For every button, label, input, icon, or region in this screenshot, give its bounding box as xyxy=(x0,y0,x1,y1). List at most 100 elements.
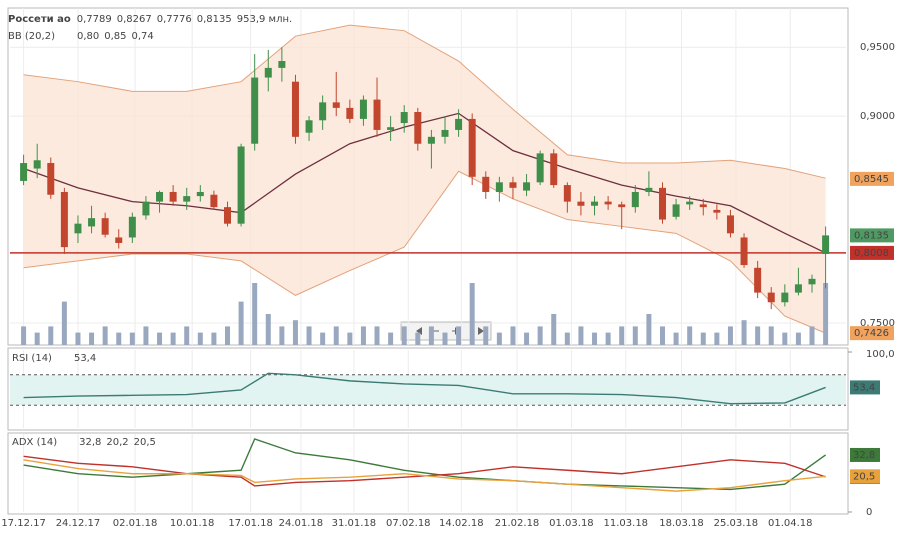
candle-body xyxy=(264,67,272,78)
candle-body xyxy=(74,223,82,234)
volume-bar xyxy=(224,326,230,345)
candle-body xyxy=(713,209,721,213)
volume-bar xyxy=(279,326,285,345)
volume-bar xyxy=(333,326,339,345)
candle-body xyxy=(740,237,748,266)
candle-body xyxy=(142,201,150,216)
candle-body xyxy=(359,99,367,119)
candle-body xyxy=(686,201,694,205)
header-text: 0,8267 xyxy=(117,14,152,25)
volume-bar xyxy=(252,283,258,345)
value-marker xyxy=(850,469,880,484)
volume-bar xyxy=(442,332,448,345)
y-tick-label: 0,9500 xyxy=(860,42,895,53)
volume-bar xyxy=(129,332,135,345)
candle-body xyxy=(441,129,449,137)
candle-body xyxy=(115,237,123,243)
candle-body xyxy=(427,136,435,144)
candle-body xyxy=(278,61,286,68)
header-text: 0,80 xyxy=(77,31,99,42)
volume-bar xyxy=(687,326,693,345)
candle-body xyxy=(468,118,476,177)
volume-bar xyxy=(265,314,271,345)
value-marker-label: 53,4 xyxy=(853,382,875,393)
volume-bar xyxy=(388,332,394,345)
candle-body xyxy=(196,191,204,197)
candle-body xyxy=(604,201,612,205)
candle-body xyxy=(20,163,28,181)
header-text: RSI (14) xyxy=(12,353,52,364)
volume-bar xyxy=(21,326,27,345)
volume-bar xyxy=(646,314,652,345)
candle-body xyxy=(808,278,816,285)
volume-bar xyxy=(795,332,801,345)
nav-left[interactable] xyxy=(416,327,422,335)
nav-right[interactable] xyxy=(478,327,484,335)
header-text: 953,9 млн. xyxy=(237,14,292,25)
x-tick-label: 18.03.18 xyxy=(659,518,704,529)
volume-bar xyxy=(551,314,557,345)
volume-bar xyxy=(659,326,665,345)
candle-body xyxy=(822,235,830,255)
volume-bar xyxy=(238,301,244,345)
rsi-panel xyxy=(7,347,849,431)
header-text: 32,8 xyxy=(79,437,101,448)
candle-body xyxy=(332,102,340,108)
value-marker xyxy=(850,380,880,395)
volume-bar xyxy=(564,332,570,345)
band xyxy=(10,374,846,406)
volume-bar xyxy=(727,326,733,345)
price-marker xyxy=(850,228,894,243)
candle-body xyxy=(563,185,571,202)
candle-body xyxy=(658,187,666,220)
candle-body xyxy=(631,191,639,208)
volume-bar xyxy=(700,332,706,345)
volume-bar xyxy=(428,326,434,345)
header-text: 20,5 xyxy=(134,437,156,448)
candle-body xyxy=(169,191,177,202)
volume-bar xyxy=(102,326,108,345)
candle-body xyxy=(754,267,762,293)
candle-body xyxy=(400,112,408,124)
candle-body xyxy=(550,153,558,186)
candle-body xyxy=(726,215,734,234)
value-marker-label: 20,5 xyxy=(853,471,875,482)
volume-bar xyxy=(184,326,190,345)
price-marker xyxy=(850,326,894,341)
volume-bar xyxy=(374,326,380,345)
volume-bar xyxy=(197,332,203,345)
volume-bar xyxy=(320,332,326,345)
candle-body xyxy=(672,204,680,217)
volume-bar xyxy=(714,332,720,345)
volume-bar xyxy=(632,326,638,345)
candle-body xyxy=(794,284,802,293)
bollinger-lower xyxy=(23,170,826,334)
y-tick-label: 0,7500 xyxy=(860,318,895,329)
candle-body xyxy=(509,182,517,188)
candle-body xyxy=(699,204,707,208)
series-line xyxy=(23,372,826,405)
candle-body xyxy=(251,77,259,144)
header-text: 0,7789 xyxy=(77,14,112,25)
candle-body xyxy=(88,218,96,227)
volume-bar xyxy=(592,332,598,345)
volume-bar xyxy=(415,332,421,345)
candle-body xyxy=(387,127,395,130)
volume-bar xyxy=(157,332,163,345)
volume-bar xyxy=(401,326,407,345)
bollinger-fill xyxy=(23,25,826,334)
volume-bar xyxy=(524,332,530,345)
x-tick-label: 17.01.18 xyxy=(228,518,273,529)
candle-body xyxy=(101,218,109,235)
volume-bar xyxy=(170,332,176,345)
volume-bar xyxy=(483,326,489,345)
volume-bar xyxy=(782,332,788,345)
candle-body xyxy=(373,99,381,130)
candle-body xyxy=(536,153,544,183)
volume-bar xyxy=(755,326,761,345)
volume-bar xyxy=(143,326,149,345)
x-tick-label: 24.12.17 xyxy=(56,518,101,529)
volume-bar xyxy=(823,283,829,345)
series-line xyxy=(23,438,827,491)
candle-body xyxy=(305,120,313,133)
